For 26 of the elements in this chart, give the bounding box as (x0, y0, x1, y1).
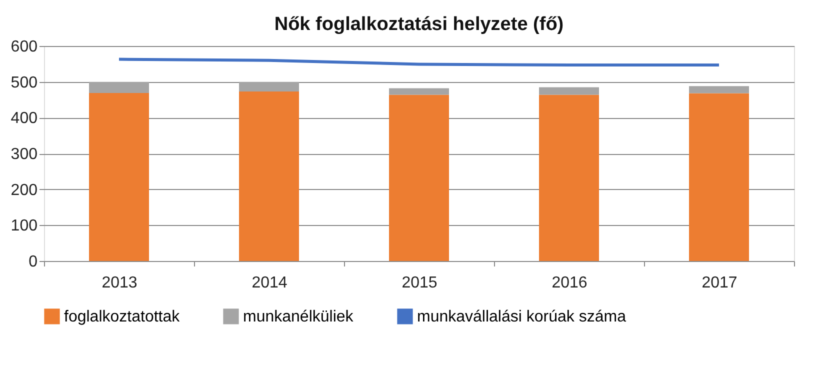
x-tick-label: 2015 (402, 274, 438, 292)
y-tick-label: 200 (10, 182, 38, 199)
y-tick-label: 500 (10, 74, 38, 92)
x-tick-label: 2013 (102, 274, 138, 292)
y-tick-label: 400 (10, 110, 38, 128)
legend-label: munkavállalási korúak száma (417, 308, 626, 326)
bar (539, 94, 599, 261)
x-tick-label: 2017 (702, 274, 738, 292)
bar (389, 88, 449, 95)
y-tick-label: 100 (10, 218, 38, 235)
legend-label: foglalkoztatottak (64, 308, 181, 326)
bar (389, 94, 449, 261)
legend-label: munkanélküliek (243, 308, 354, 326)
y-tick-label: 300 (10, 146, 38, 163)
bar (239, 82, 299, 92)
y-tick-label: 600 (10, 38, 38, 56)
bar (539, 87, 599, 95)
x-tick-label: 2014 (252, 274, 288, 292)
bar (689, 86, 749, 94)
bar (89, 82, 149, 93)
y-tick-label: 0 (28, 254, 38, 270)
bar (239, 92, 299, 261)
bar (89, 92, 149, 261)
x-tick-label: 2016 (552, 274, 588, 292)
bar (689, 93, 749, 261)
chart-title: Nők foglalkoztatási helyzete (fő) (274, 14, 564, 35)
